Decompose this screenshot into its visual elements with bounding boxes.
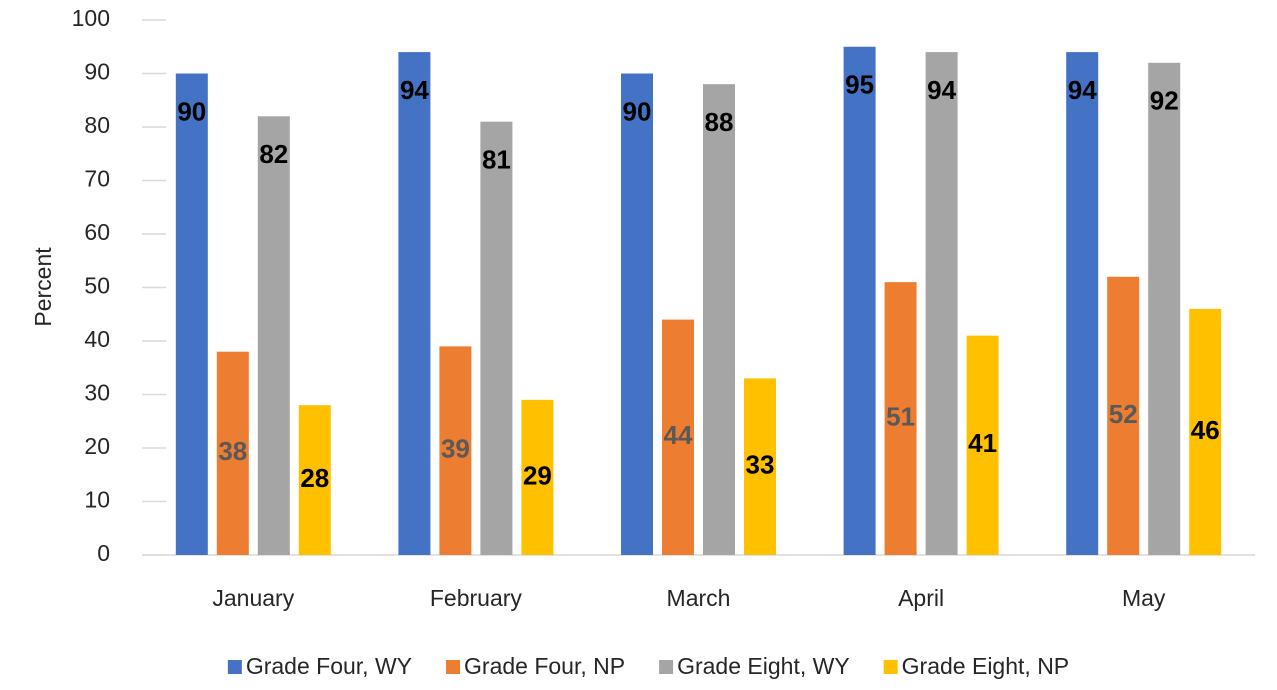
y-tick-label: 90 <box>84 59 110 85</box>
bar <box>257 116 290 556</box>
x-tick-label: March <box>667 585 731 611</box>
data-label: 88 <box>705 107 734 137</box>
bar <box>1107 276 1140 555</box>
x-tick-label: April <box>898 585 944 611</box>
bar <box>1148 62 1181 556</box>
data-label: 90 <box>623 96 652 126</box>
legend-swatch <box>883 660 898 674</box>
bar <box>884 282 917 555</box>
data-label: 29 <box>523 460 552 490</box>
x-tick-label: May <box>1122 585 1166 611</box>
legend-swatch <box>446 660 461 674</box>
bar <box>1066 52 1099 555</box>
data-label: 28 <box>300 463 329 493</box>
bar <box>744 378 776 555</box>
y-tick-label: 50 <box>84 273 110 299</box>
data-label: 94 <box>927 75 956 105</box>
data-label: 46 <box>1191 415 1220 445</box>
data-label: 51 <box>886 401 915 431</box>
y-tick-label: 0 <box>97 540 110 566</box>
bar <box>398 52 431 555</box>
y-tick-label: 100 <box>72 5 110 31</box>
y-axis-label: Percent <box>30 247 56 327</box>
bar <box>216 351 249 555</box>
bar <box>621 73 653 555</box>
bar <box>439 346 472 555</box>
legend-label: Grade Four, WY <box>246 653 412 679</box>
data-label: 52 <box>1109 399 1138 429</box>
bar <box>175 73 208 555</box>
x-tick-label: January <box>212 585 294 611</box>
data-label: 38 <box>218 436 247 466</box>
data-label: 82 <box>259 139 288 169</box>
x-tick-label: February <box>430 585 523 611</box>
data-label: 94 <box>1068 75 1097 105</box>
bar <box>703 84 735 555</box>
bar <box>843 46 876 555</box>
data-label: 95 <box>845 70 874 100</box>
bar <box>662 319 694 555</box>
legend-swatch <box>227 660 242 674</box>
bar <box>521 399 554 555</box>
y-tick-label: 60 <box>84 219 110 245</box>
data-label: 90 <box>177 96 206 126</box>
data-label: 41 <box>968 428 997 458</box>
data-label: 39 <box>441 434 470 464</box>
bar <box>966 335 999 555</box>
data-label: 81 <box>482 145 511 175</box>
data-label: 33 <box>746 450 775 480</box>
bar <box>480 121 513 556</box>
y-tick-label: 10 <box>84 487 110 513</box>
y-tick-label: 30 <box>84 380 110 406</box>
y-tick-label: 20 <box>84 433 110 459</box>
y-tick-label: 80 <box>84 112 110 138</box>
data-label: 92 <box>1150 86 1179 116</box>
y-tick-label: 40 <box>84 326 110 352</box>
data-label: 94 <box>400 75 429 105</box>
data-label: 44 <box>664 420 693 450</box>
legend-swatch <box>659 660 674 674</box>
bar <box>925 52 958 555</box>
legend-label: Grade Eight, NP <box>902 653 1069 679</box>
y-tick-label: 70 <box>84 166 110 192</box>
legend-label: Grade Four, NP <box>464 653 625 679</box>
bar <box>1189 308 1222 555</box>
bar <box>298 405 331 555</box>
legend-label: Grade Eight, WY <box>677 653 850 679</box>
